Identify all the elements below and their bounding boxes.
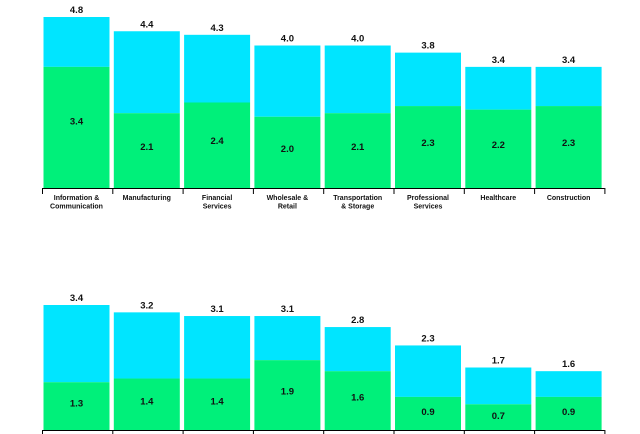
category-label: Manufacturing	[123, 195, 171, 202]
bar-upper-segment	[43, 17, 110, 67]
total-value-label: 2.8	[351, 315, 364, 326]
category-label: Professional Services	[407, 195, 449, 211]
total-value-label: 1.7	[492, 356, 505, 367]
lower-value-label: 0.9	[421, 407, 434, 418]
bar-lower-segment	[535, 396, 602, 430]
bar-upper-segment	[184, 34, 251, 103]
category-label: Construction	[547, 195, 591, 202]
bar-lower-segment	[535, 106, 602, 188]
top-stacked-bar-chart: 4.8 3.4 Information & Communication 4.4 2.1 Ma…	[42, 5, 606, 211]
bottom-stacked-bar-chart: 3.4 1.3 3.2 1.4 3.1 1.4 3.1 1.9 2.8 1.6 2.3 0.9 1.7 0…	[42, 293, 606, 434]
total-value-label: 1.6	[562, 359, 575, 370]
bar-lower-segment	[465, 404, 532, 430]
bar-lower-segment	[395, 396, 461, 430]
bar-lower-segment	[254, 360, 321, 430]
bar-upper-segment	[535, 371, 602, 397]
category-label: Financial Services	[202, 195, 232, 211]
bar-lower-segment	[43, 382, 110, 430]
lower-value-label: 2.1	[351, 142, 365, 153]
bar-upper-segment	[113, 31, 180, 114]
total-value-label: 3.4	[562, 55, 576, 66]
total-value-label: 4.0	[351, 34, 364, 45]
lower-value-label: 3.4	[70, 116, 84, 127]
bar-lower-segment	[324, 371, 391, 430]
lower-value-label: 2.4	[210, 136, 224, 147]
bar-upper-segment	[184, 316, 251, 379]
lower-value-label: 1.3	[70, 399, 83, 410]
lower-value-label: 2.0	[281, 144, 294, 155]
category-label: Transportation & Storage	[333, 195, 382, 211]
lower-value-label: 2.2	[492, 140, 505, 151]
lower-value-label: 2.3	[421, 138, 434, 149]
bar-lower-segment	[113, 378, 180, 430]
bar-lower-segment	[465, 109, 532, 188]
lower-value-label: 1.6	[351, 393, 364, 404]
total-value-label: 3.8	[421, 41, 434, 52]
total-value-label: 3.1	[210, 304, 224, 315]
bar-lower-segment	[43, 66, 110, 188]
bar-upper-segment	[113, 312, 180, 379]
bar-upper-segment	[254, 316, 321, 361]
bar-lower-segment	[113, 113, 180, 188]
lower-value-label: 1.4	[140, 397, 154, 408]
category-label: Healthcare	[480, 195, 516, 202]
bar-upper-segment	[324, 45, 391, 114]
lower-value-label: 1.9	[281, 387, 294, 398]
lower-value-label: 0.9	[562, 407, 575, 418]
total-value-label: 4.0	[281, 34, 294, 45]
total-value-label: 3.4	[70, 293, 84, 304]
category-label: Information & Communication	[50, 195, 103, 211]
lower-value-label: 2.3	[562, 138, 575, 149]
bar-upper-segment	[324, 327, 391, 372]
lower-value-label: 1.4	[210, 397, 224, 408]
bar-lower-segment	[254, 116, 321, 188]
bar-upper-segment	[465, 66, 532, 110]
bar-upper-segment	[43, 305, 110, 383]
total-value-label: 3.2	[140, 300, 153, 311]
total-value-label: 3.4	[492, 55, 506, 66]
bar-upper-segment	[465, 367, 532, 405]
total-value-label: 2.3	[421, 333, 434, 344]
bar-upper-segment	[254, 45, 321, 117]
bar-lower-segment	[184, 102, 251, 188]
total-value-label: 4.8	[70, 5, 83, 16]
lower-value-label: 2.1	[140, 142, 154, 153]
total-value-label: 3.1	[281, 304, 295, 315]
bar-lower-segment	[324, 113, 391, 188]
bar-upper-segment	[535, 66, 602, 107]
lower-value-label: 0.7	[492, 411, 505, 422]
bar-lower-segment	[395, 106, 461, 188]
bar-lower-segment	[184, 378, 251, 430]
total-value-label: 4.4	[140, 19, 154, 30]
bar-upper-segment	[395, 345, 461, 397]
category-label: Wholesale & Retail	[267, 195, 309, 211]
bar-upper-segment	[395, 52, 461, 107]
total-value-label: 4.3	[210, 23, 223, 34]
